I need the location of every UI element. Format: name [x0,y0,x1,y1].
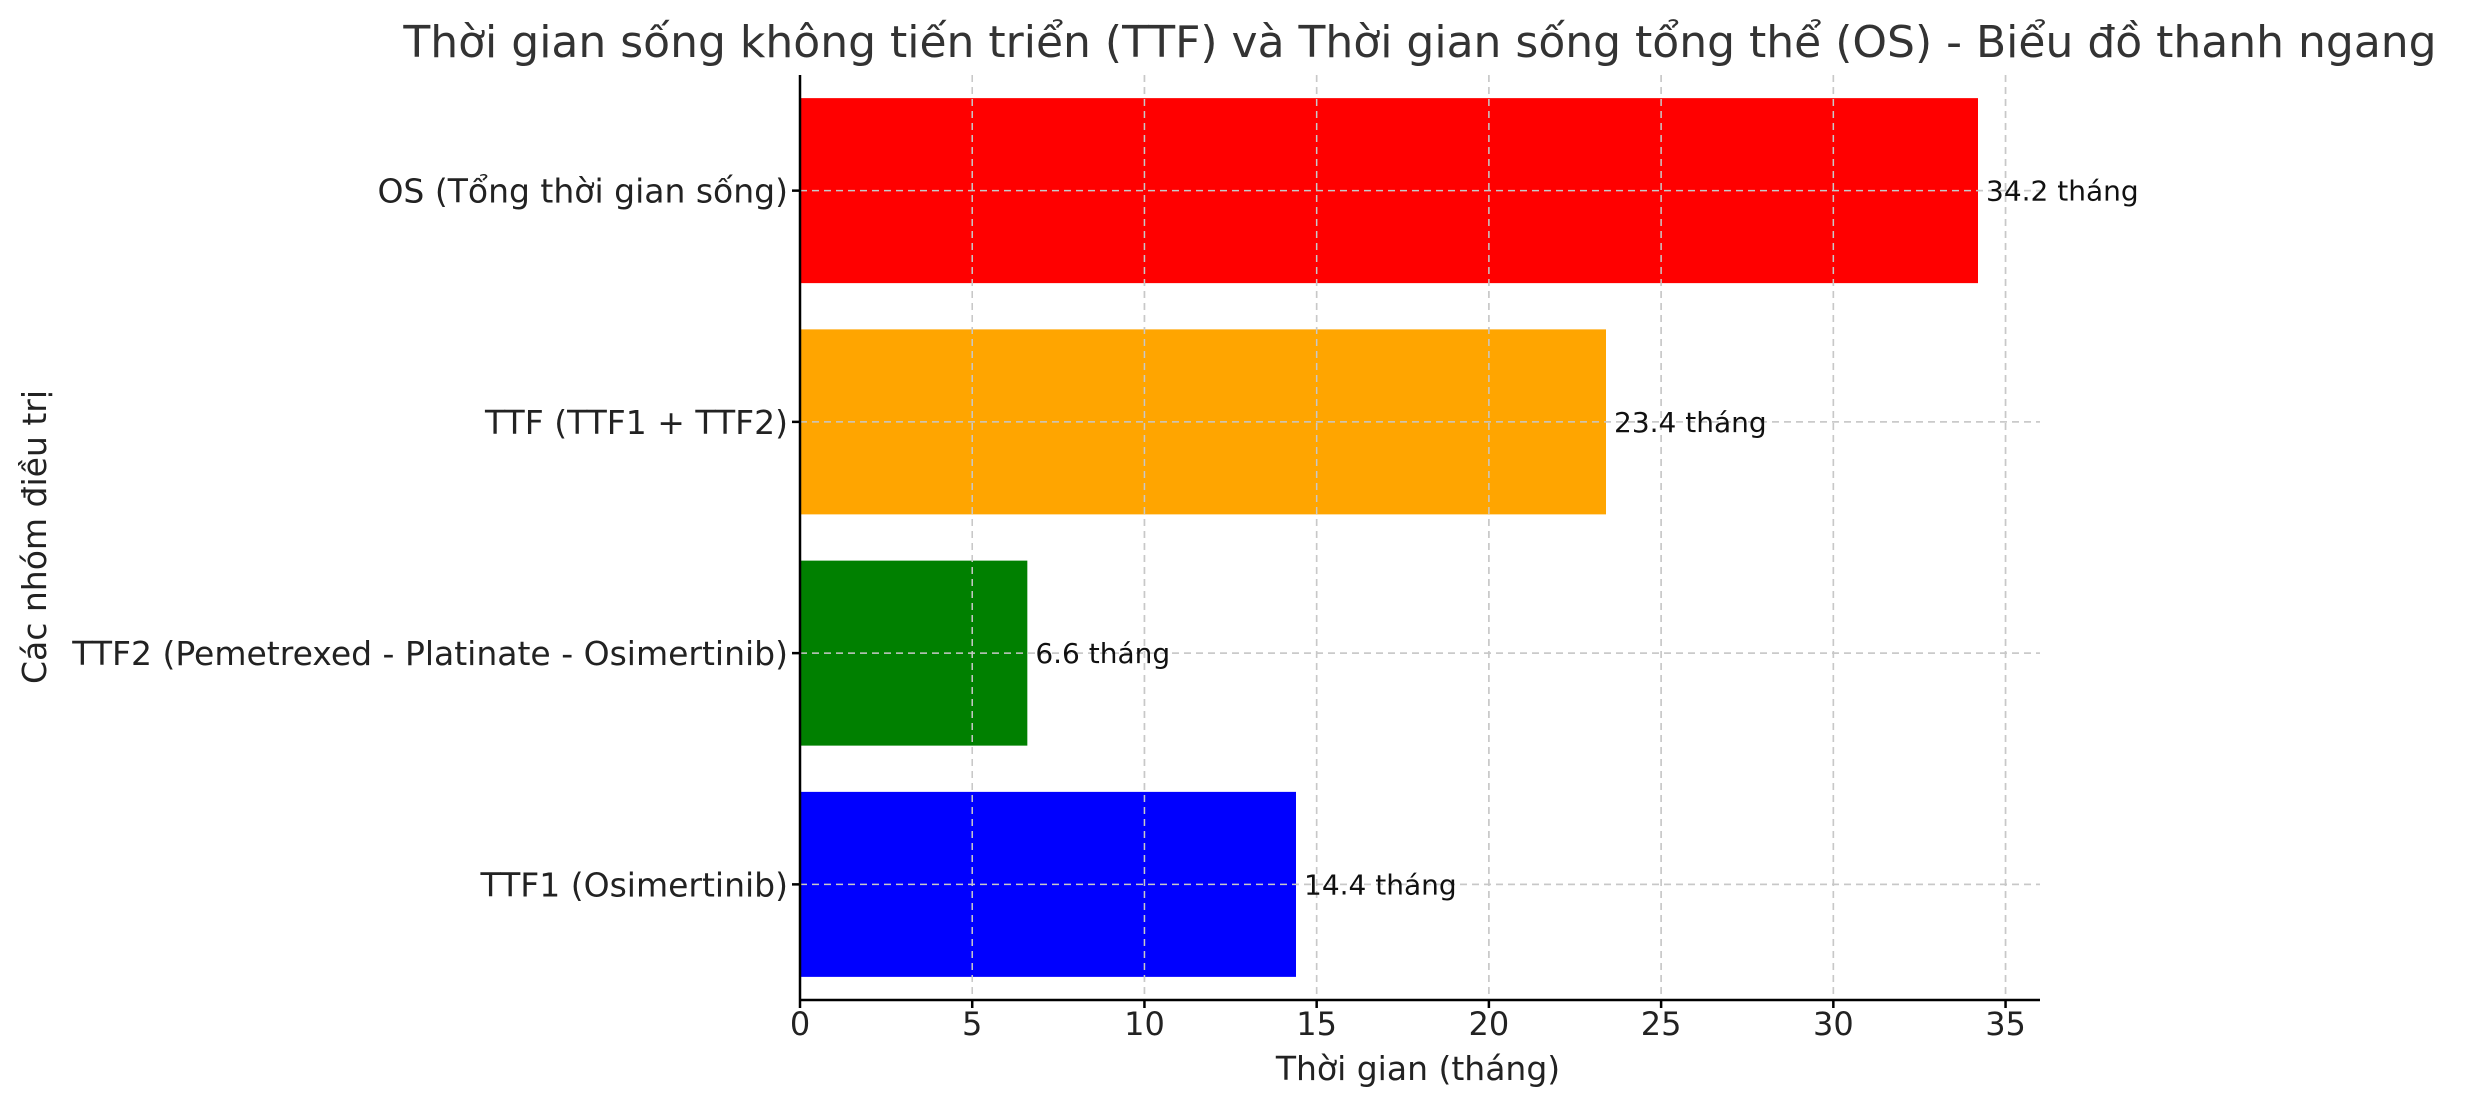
data-labels: 14.4 tháng 6.6 tháng 23.4 tháng 34.2 tháng [1035,175,2138,902]
x-tick-label: 25 [1641,1005,1682,1043]
x-axis-label: Thời gian (tháng) [1275,1049,1560,1088]
x-tick-label: 35 [1985,1005,2026,1043]
y-tick-label: OS (Tổng thời gian sống) [377,172,788,211]
data-label: 34.2 tháng [1986,175,2139,208]
x-tick-label: 0 [790,1005,810,1043]
chart-title: Thời gian sống không tiến triển (TTF) và… [402,17,2436,68]
data-label: 6.6 tháng [1035,637,1170,670]
x-tick-label: 5 [962,1005,982,1043]
x-tick-label: 15 [1296,1005,1337,1043]
x-tick-label: 10 [1124,1005,1165,1043]
x-tick-label: 30 [1813,1005,1854,1043]
data-label: 14.4 tháng [1304,868,1457,901]
y-axis-label: Các nhóm điều trị [15,390,54,684]
bars [800,98,1978,977]
y-tick-label: TTF (TTF1 + TTF2) [484,403,788,442]
y-tick-label: TTF2 (Pemetrexed - Platinate - Osimertin… [71,634,788,673]
data-label: 23.4 tháng [1614,406,1767,439]
y-tick-label: TTF1 (Osimertinib) [480,865,788,904]
x-tick-label: 20 [1469,1005,1510,1043]
axes: TTF1 (Osimertinib) TTF2 (Pemetrexed - Pla… [71,75,2040,1043]
